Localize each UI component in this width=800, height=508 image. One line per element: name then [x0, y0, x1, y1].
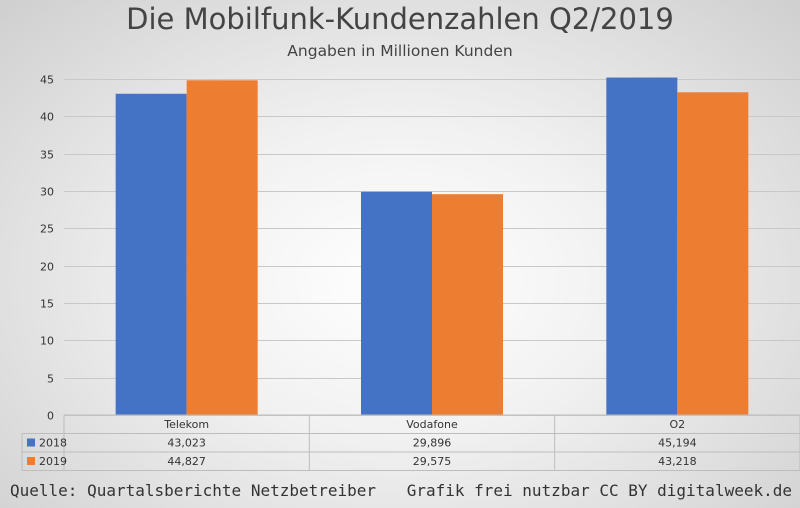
bar-2019-vodafone: [432, 194, 503, 415]
chart-title: Die Mobilfunk-Kundenzahlen Q2/2019: [126, 2, 674, 36]
y-tick-label: 45: [40, 74, 54, 87]
chart-subtitle: Angaben in Millionen Kunden: [287, 42, 513, 60]
y-axis: 0 5 10 15 20 25 30 35 40 45: [40, 74, 54, 423]
bar-2019-telekom: [186, 80, 258, 415]
y-tick-label: 5: [47, 373, 54, 386]
y-tick-label: 30: [40, 186, 54, 199]
bar-2018-telekom: [115, 93, 187, 415]
data-value: 44,827: [167, 455, 206, 468]
legend-key-2019: [27, 457, 35, 465]
data-value: 29,896: [413, 437, 452, 450]
y-tick-label: 10: [40, 335, 54, 348]
series-label: 2018: [39, 437, 67, 450]
bar-chart: 0 5 10 15 20 25 30 35 40 45 Telekom Vodafone O2 2018…: [21, 74, 800, 471]
bar-2019-o2: [677, 92, 749, 415]
bar-2018-o2: [606, 77, 678, 416]
y-tick-label: 25: [40, 223, 54, 236]
source-note: Quelle: Quartalsberichte Netzbetreiber: [10, 481, 377, 500]
data-value: 29,575: [413, 455, 452, 468]
category-label: Vodafone: [406, 418, 458, 431]
data-value: 43,023: [167, 437, 206, 450]
y-tick-label: 15: [40, 298, 54, 311]
bars: [115, 77, 749, 416]
license-note: Grafik frei nutzbar CC BY digitalweek.de: [406, 481, 792, 500]
y-tick-label: 35: [40, 149, 54, 162]
data-value: 45,194: [658, 437, 697, 450]
y-tick-label: 40: [40, 111, 54, 124]
category-label: O2: [669, 418, 685, 431]
category-label: Telekom: [163, 418, 209, 431]
y-tick-label: 20: [40, 261, 54, 274]
legend-key-2018: [27, 438, 35, 447]
data-table: Telekom Vodafone O2 2018 43,023 29,896 45,194 2…: [21, 414, 800, 471]
bar-2018-vodafone: [361, 191, 432, 415]
data-value: 43,218: [658, 455, 697, 468]
y-tick-label: 0: [47, 410, 54, 423]
series-label: 2019: [39, 455, 67, 468]
